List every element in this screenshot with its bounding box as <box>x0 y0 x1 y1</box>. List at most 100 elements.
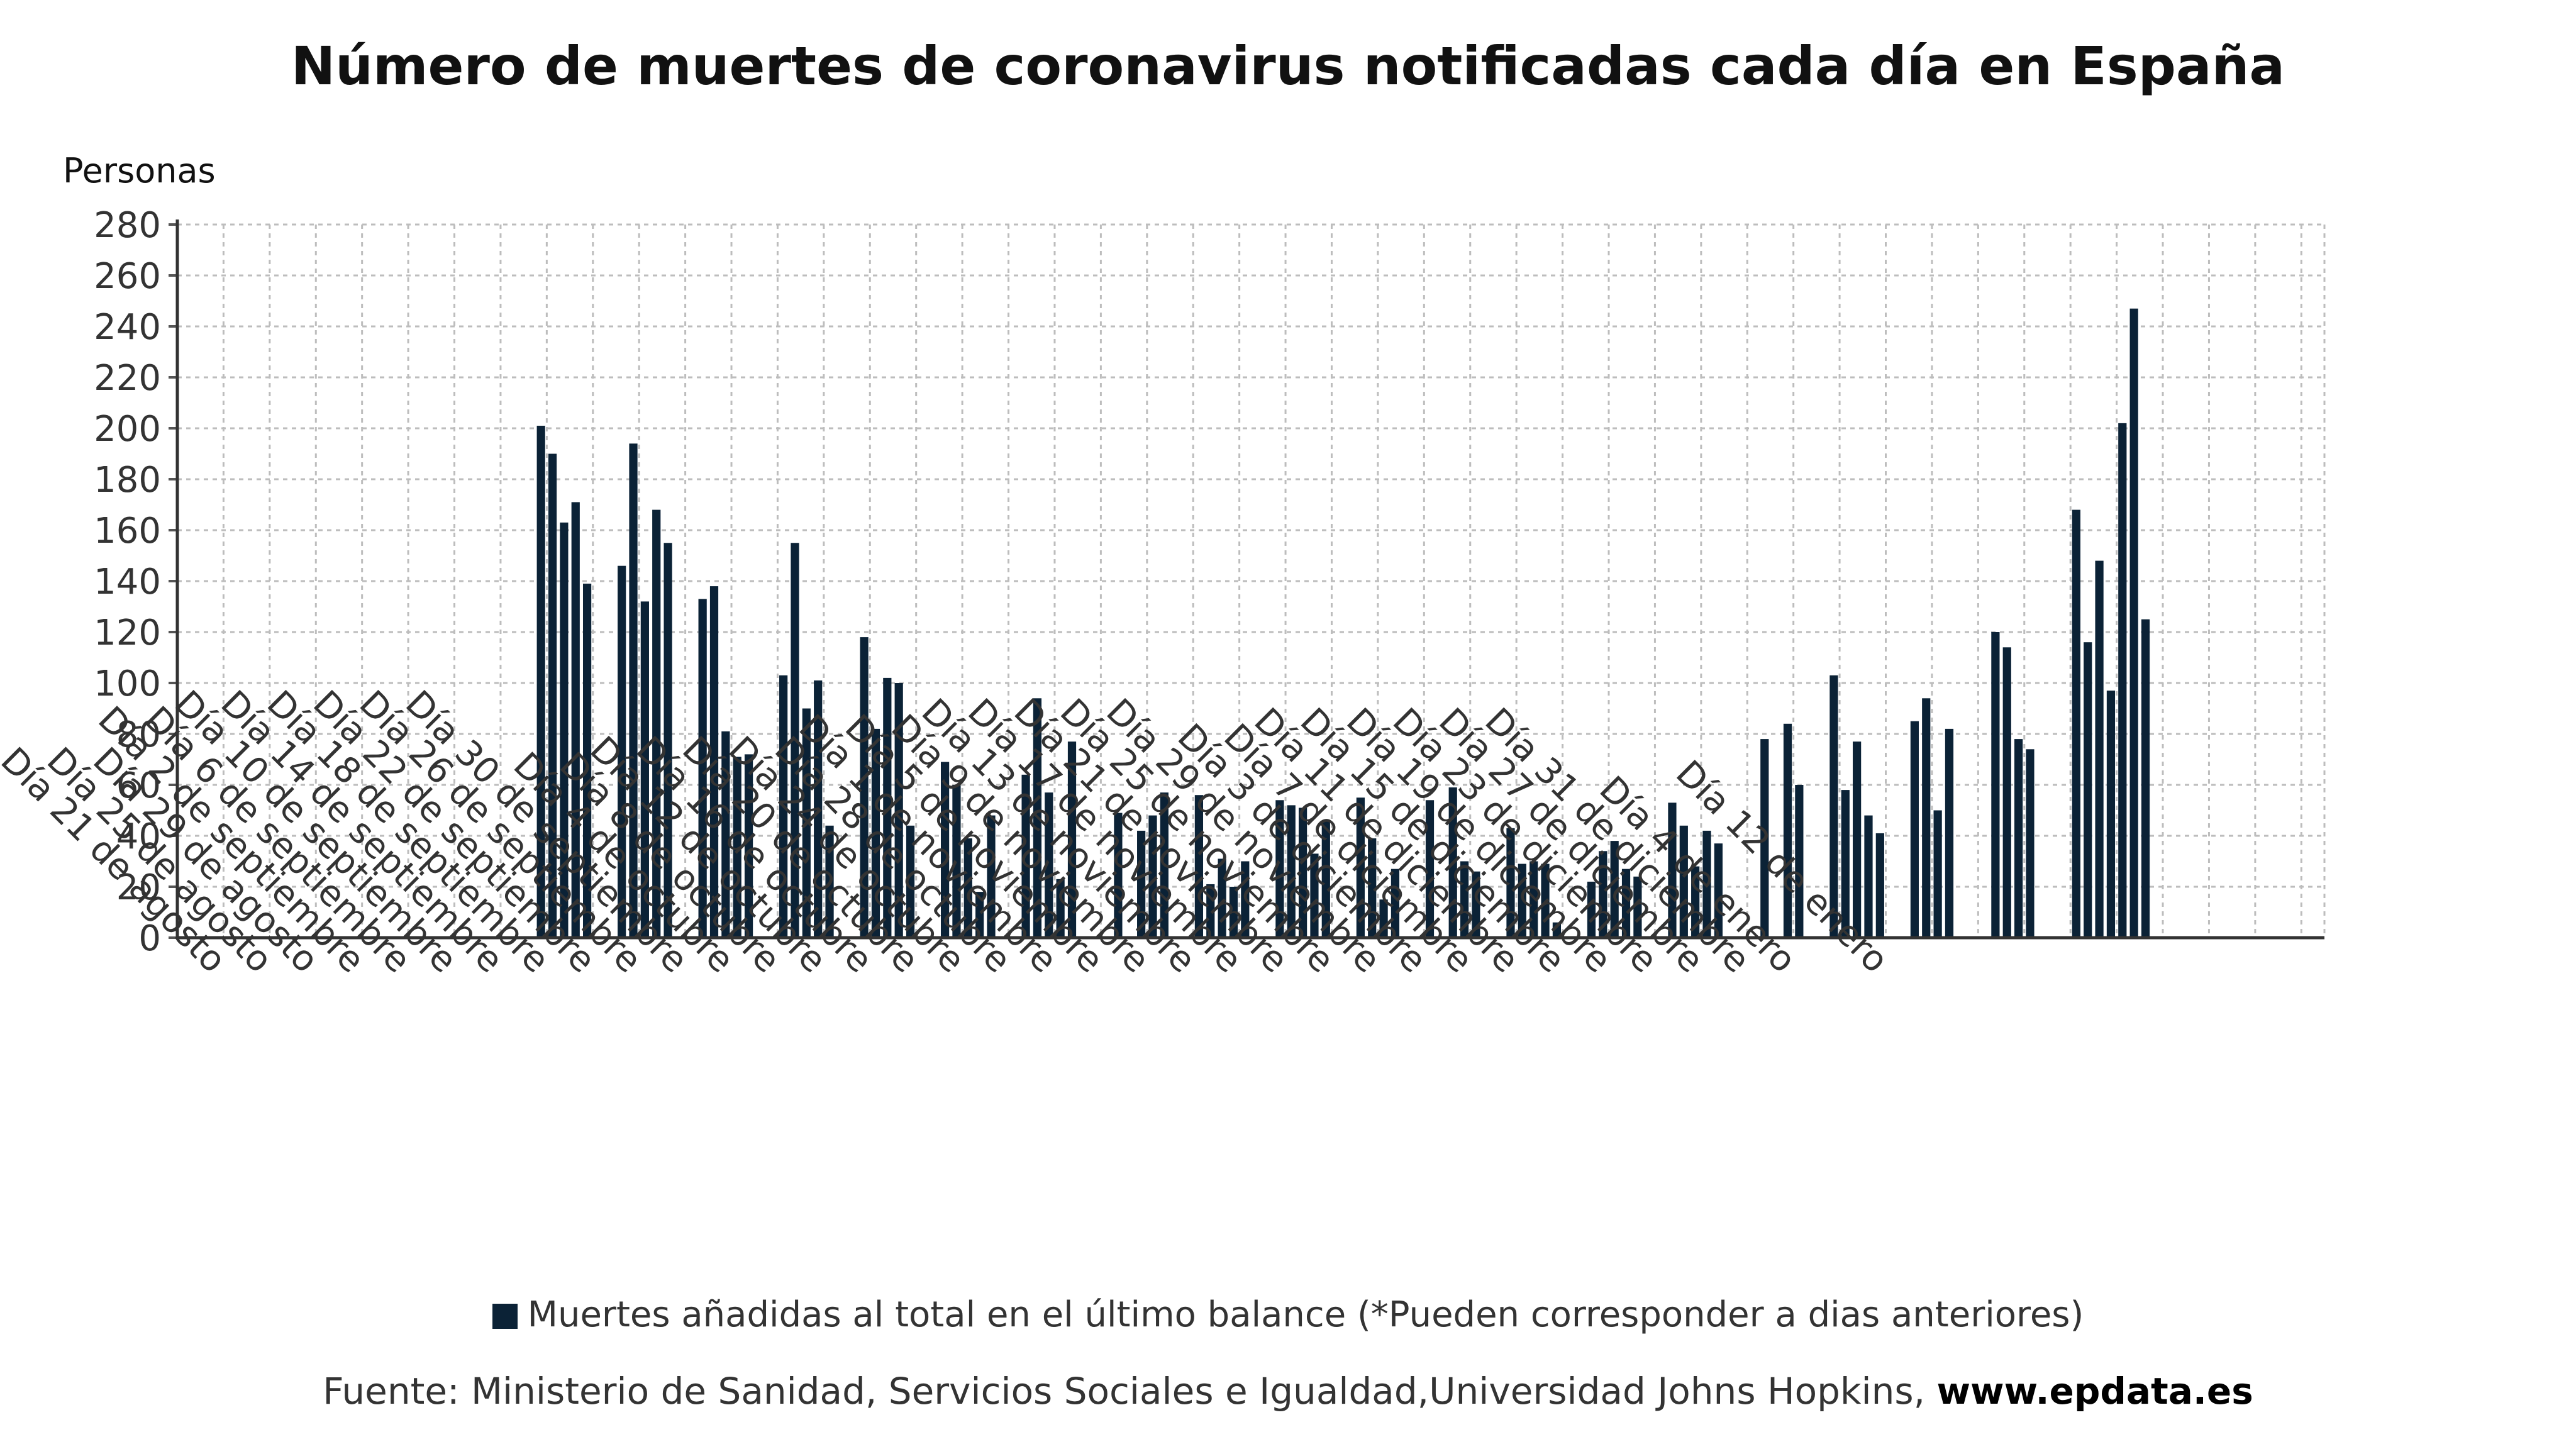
y-tick-label: 220 <box>94 358 161 399</box>
bar <box>2106 691 2116 938</box>
y-tick-label: 100 <box>94 663 161 704</box>
y-tick-label: 60 <box>116 765 161 806</box>
bar <box>987 815 996 938</box>
bar <box>1114 813 1123 938</box>
bar <box>1610 841 1619 938</box>
bar <box>1160 792 1169 938</box>
bar <box>1368 838 1377 938</box>
bar <box>1933 810 1942 938</box>
y-tick-label: 280 <box>94 205 161 246</box>
source-note: Fuente: Ministerio de Sanidad, Servicios… <box>0 1370 2576 1413</box>
bar <box>1633 876 1642 938</box>
bar <box>1853 741 1862 938</box>
bar <box>1241 861 1250 938</box>
bar <box>1287 805 1296 938</box>
bar <box>1275 800 1284 938</box>
bar <box>1045 792 1053 938</box>
bar <box>894 683 903 938</box>
bar <box>2129 308 2138 938</box>
legend: Muertes añadidas al total en el último b… <box>0 1294 2576 1335</box>
y-tick-label: 0 <box>138 918 161 959</box>
bar <box>1448 787 1457 938</box>
bar <box>2084 642 2092 938</box>
bar <box>1910 721 1919 938</box>
bar <box>2072 509 2080 938</box>
legend-swatch <box>492 1304 518 1329</box>
bar <box>1021 774 1030 938</box>
bar <box>1137 830 1146 938</box>
bar <box>1922 698 1931 938</box>
bar <box>1702 830 1711 938</box>
bar <box>618 565 626 938</box>
y-tick-labels: 0 20 40 60 80 100 120 140 160 180 200 220 240 260 280 <box>94 205 161 959</box>
y-tick-label: 200 <box>94 409 161 450</box>
bar <box>2095 560 2104 938</box>
chart-title: Número de muertes de coronavirus notific… <box>291 35 2285 97</box>
y-tick-label: 160 <box>94 511 161 552</box>
bar <box>860 637 869 938</box>
bar <box>1599 851 1607 938</box>
y-tick-label: 180 <box>94 460 161 501</box>
bar <box>1621 869 1631 938</box>
bar <box>791 543 799 938</box>
bar <box>1298 808 1307 938</box>
bar <box>2002 647 2011 938</box>
bar <box>1379 899 1388 938</box>
grid <box>176 223 2326 938</box>
bar <box>975 892 984 938</box>
bar <box>1668 802 1677 938</box>
bar <box>1206 884 1215 938</box>
axes <box>169 219 2324 940</box>
bar <box>2118 423 2127 938</box>
bar <box>825 825 834 938</box>
bar <box>1229 887 1238 938</box>
bar <box>1056 879 1065 938</box>
bar <box>814 680 823 938</box>
bar <box>663 543 672 938</box>
y-tick-label: 240 <box>94 307 161 348</box>
bar <box>2026 749 2035 938</box>
bar <box>582 584 592 938</box>
bar <box>1391 869 1400 938</box>
bar <box>1310 853 1319 938</box>
bar <box>1760 739 1769 938</box>
bar <box>1795 785 1804 938</box>
bar <box>1841 790 1850 938</box>
y-tick-label: 80 <box>116 714 161 755</box>
bar <box>1679 825 1688 938</box>
bar <box>1218 858 1226 938</box>
bar <box>963 838 972 938</box>
source-url[interactable]: www.epdata.es <box>1936 1370 2253 1413</box>
y-tick-label: 260 <box>94 256 161 297</box>
bar <box>802 708 811 938</box>
bar <box>1552 922 1562 938</box>
bar <box>940 762 950 938</box>
bar <box>1587 881 1596 938</box>
y-axis-label: Personas <box>63 151 216 191</box>
bar <box>698 599 707 938</box>
y-tick-label: 40 <box>116 816 161 857</box>
bar <box>1864 815 1873 938</box>
bar <box>779 675 788 938</box>
bar <box>560 522 569 938</box>
bar <box>1945 728 1954 938</box>
bar <box>721 731 730 938</box>
bar <box>1518 863 1526 938</box>
bar <box>1530 861 1538 938</box>
bar <box>2141 619 2150 938</box>
bar <box>733 757 741 938</box>
bar <box>1691 866 1700 938</box>
bar <box>1425 800 1435 938</box>
bar <box>1356 797 1365 938</box>
bar <box>536 425 545 938</box>
y-tick-label: 140 <box>94 562 161 602</box>
bar <box>1460 861 1469 938</box>
bar <box>1714 843 1723 938</box>
bar <box>1541 863 1550 938</box>
bar <box>883 677 892 938</box>
bars <box>536 308 2150 938</box>
bar <box>1067 741 1077 938</box>
bar <box>1472 871 1480 938</box>
bar <box>744 754 753 938</box>
